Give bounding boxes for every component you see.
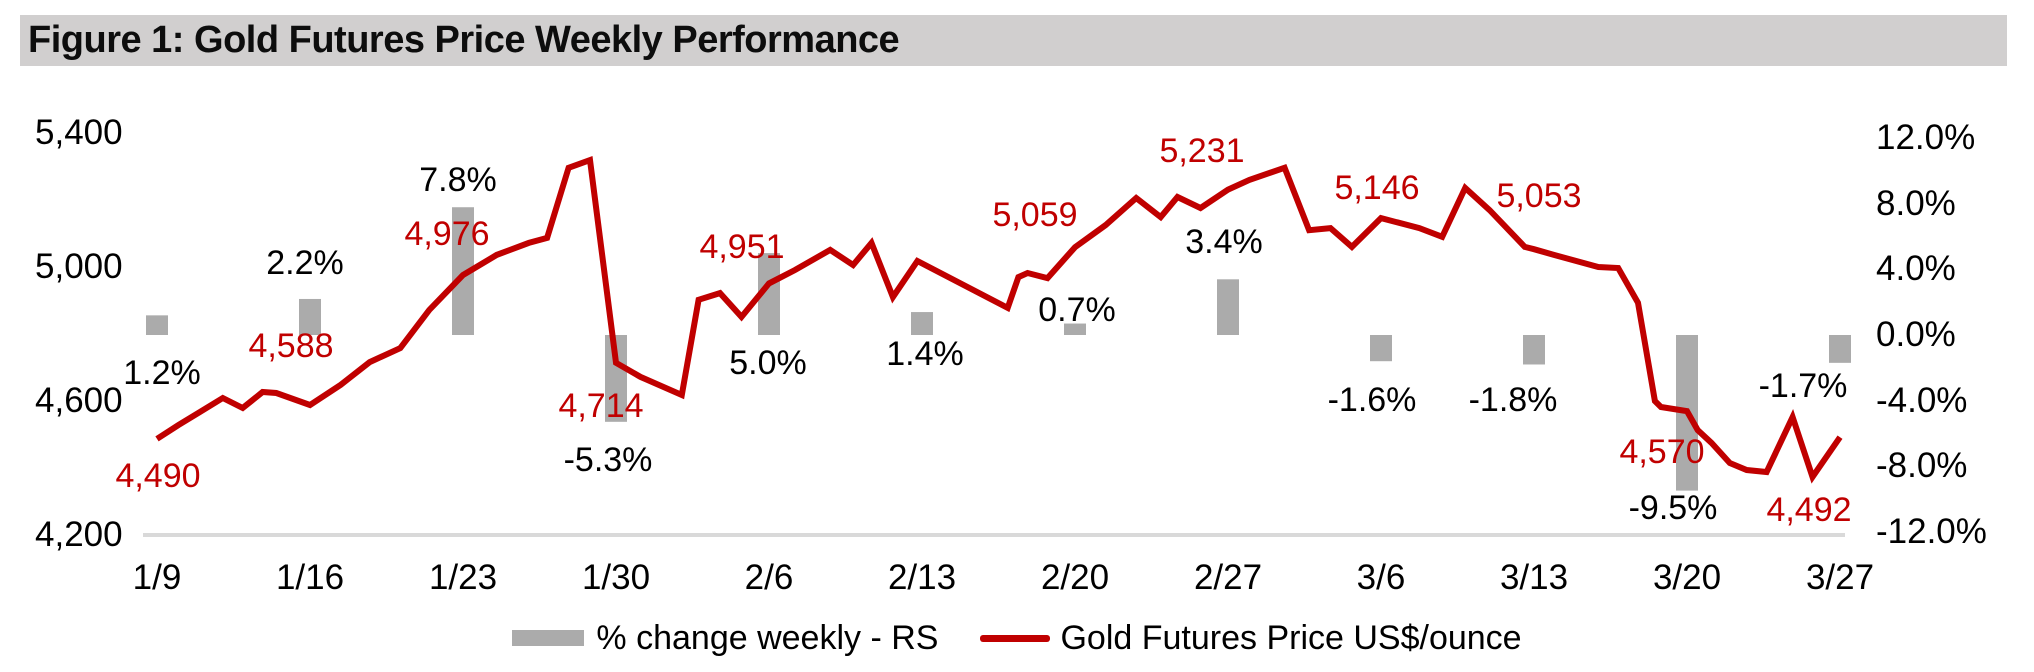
bar-1/30	[605, 335, 627, 422]
bar-3/13	[1523, 335, 1545, 365]
price-line	[155, 156, 1843, 484]
legend-line-swatch-icon	[980, 634, 1051, 642]
bar-1/23	[452, 207, 474, 335]
bar-2/20	[1064, 323, 1086, 335]
bar-2/27	[1217, 279, 1239, 335]
bar-3/27	[1829, 335, 1851, 363]
legend-bar-label: % change weekly - RS	[596, 618, 939, 657]
legend: % change weekly - RS Gold Futures Price …	[0, 618, 2034, 658]
x-axis-baseline	[143, 533, 1845, 537]
bar-1/16	[299, 298, 321, 335]
legend-bar-swatch-icon	[512, 630, 585, 646]
legend-line-label: Gold Futures Price US$/ounce	[1060, 618, 1522, 657]
figure-title-band: Figure 1: Gold Futures Price Weekly Perf…	[20, 15, 2007, 66]
bar-1/9	[146, 315, 168, 335]
bar-2/6	[758, 253, 780, 335]
bar-3/6	[1370, 335, 1392, 362]
figure-title: Figure 1: Gold Futures Price Weekly Perf…	[28, 19, 900, 61]
bar-2/13	[911, 312, 933, 335]
